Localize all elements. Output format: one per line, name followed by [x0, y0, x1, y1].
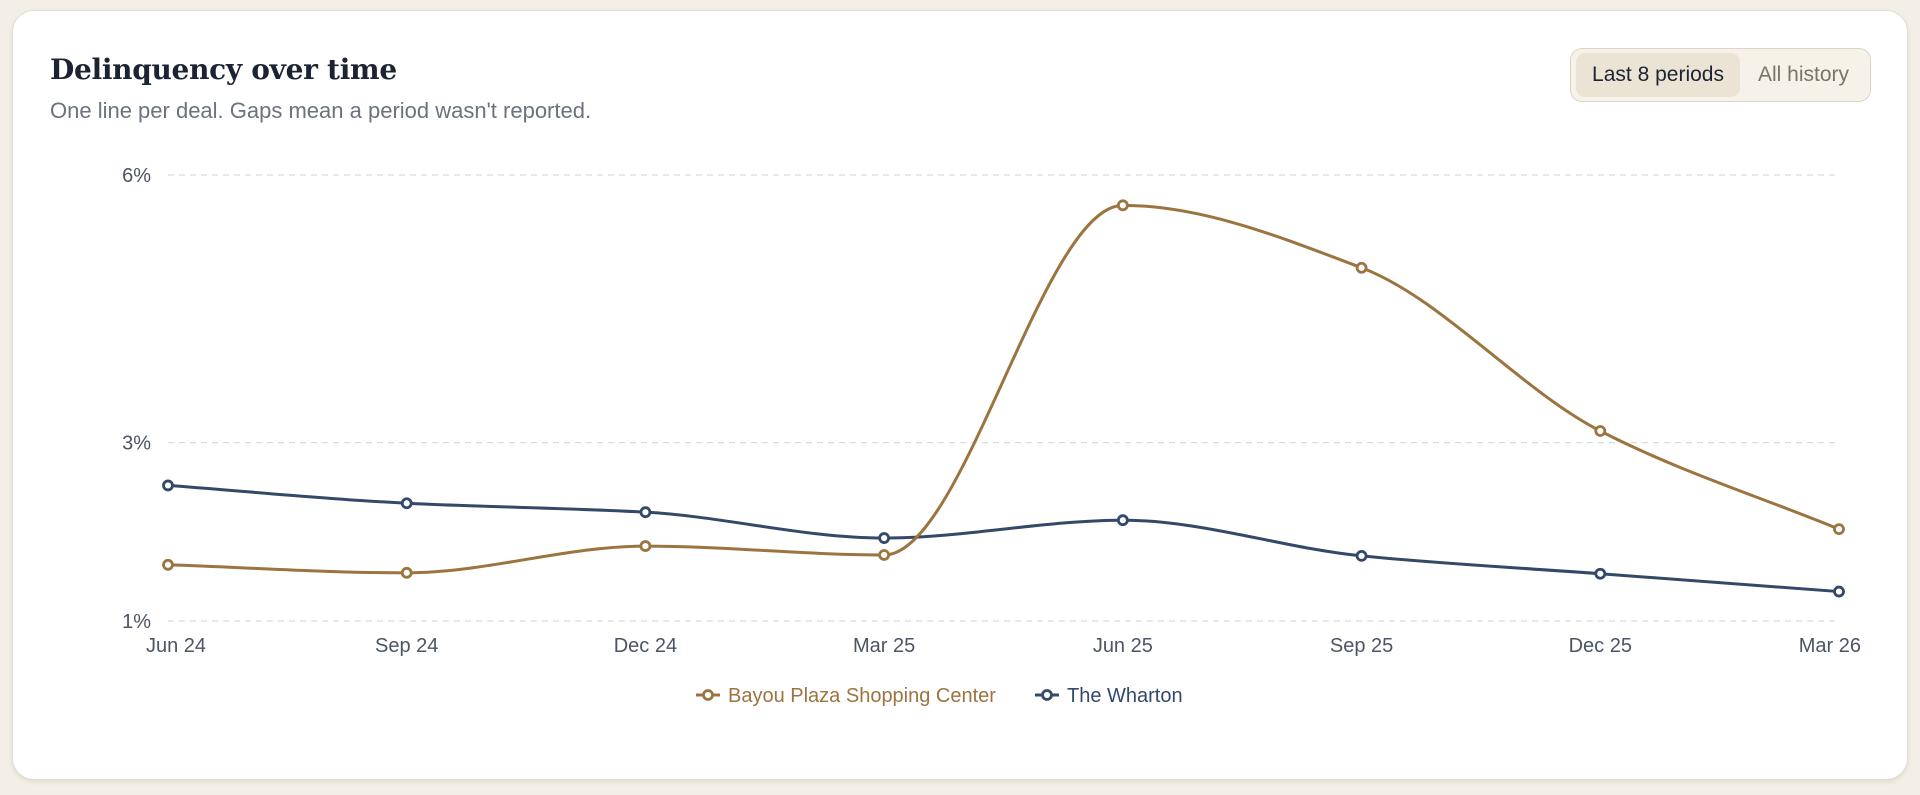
data-point[interactable]: [162, 479, 174, 492]
data-point[interactable]: [1594, 425, 1607, 437]
x-tick-label: Dec 24: [614, 635, 677, 657]
chart-title: Delinquency over time: [50, 53, 397, 86]
data-point[interactable]: [1833, 523, 1845, 536]
data-point[interactable]: [878, 532, 891, 544]
period-toggle: Last 8 periods All history: [1570, 48, 1871, 102]
y-tick-label: 1%: [122, 611, 151, 633]
data-point[interactable]: [1116, 514, 1129, 527]
y-tick-label: 3%: [122, 433, 151, 455]
data-point[interactable]: [1594, 567, 1607, 580]
x-tick-label: Sep 24: [375, 635, 438, 657]
x-tick-label: Sep 25: [1330, 635, 1393, 657]
data-point[interactable]: [878, 549, 891, 561]
legend-item[interactable]: The Wharton: [1035, 685, 1183, 707]
last-8-periods-button[interactable]: Last 8 periods: [1576, 53, 1740, 97]
data-point[interactable]: [162, 558, 174, 571]
data-point[interactable]: [400, 497, 413, 510]
x-tick-label: Dec 25: [1569, 635, 1632, 657]
data-point[interactable]: [639, 540, 652, 552]
line-chart: 1% 3% 6% Jun 24 Sep 24 Dec 24 Mar 25 Jun 25 Sep …: [122, 165, 1861, 707]
all-history-button[interactable]: All history: [1742, 53, 1865, 97]
y-tick-label: 6%: [122, 165, 151, 187]
legend-item[interactable]: Bayou Plaza Shopping Center: [696, 685, 996, 707]
chart-subtitle: One line per deal. Gaps mean a period wa…: [50, 98, 592, 123]
data-point[interactable]: [1355, 261, 1368, 274]
data-point[interactable]: [639, 506, 652, 519]
data-point[interactable]: [1116, 199, 1129, 212]
legend-marker-icon: [702, 689, 714, 701]
legend-label: The Wharton: [1067, 685, 1183, 707]
chart-card: Delinquency over time One line per deal.…: [12, 10, 1908, 780]
data-point[interactable]: [400, 566, 413, 579]
x-tick-label: Jun 24: [146, 635, 206, 657]
legend-label: Bayou Plaza Shopping Center: [728, 685, 996, 707]
data-point[interactable]: [1833, 585, 1845, 598]
x-tick-label: Mar 25: [853, 635, 915, 657]
series-line: [166, 203, 1841, 575]
series-line: [166, 483, 1841, 594]
legend-marker-icon: [1041, 689, 1053, 701]
x-tick-label: Jun 25: [1093, 635, 1153, 657]
x-tick-label: Mar 26: [1799, 635, 1861, 657]
data-point[interactable]: [1355, 549, 1368, 562]
